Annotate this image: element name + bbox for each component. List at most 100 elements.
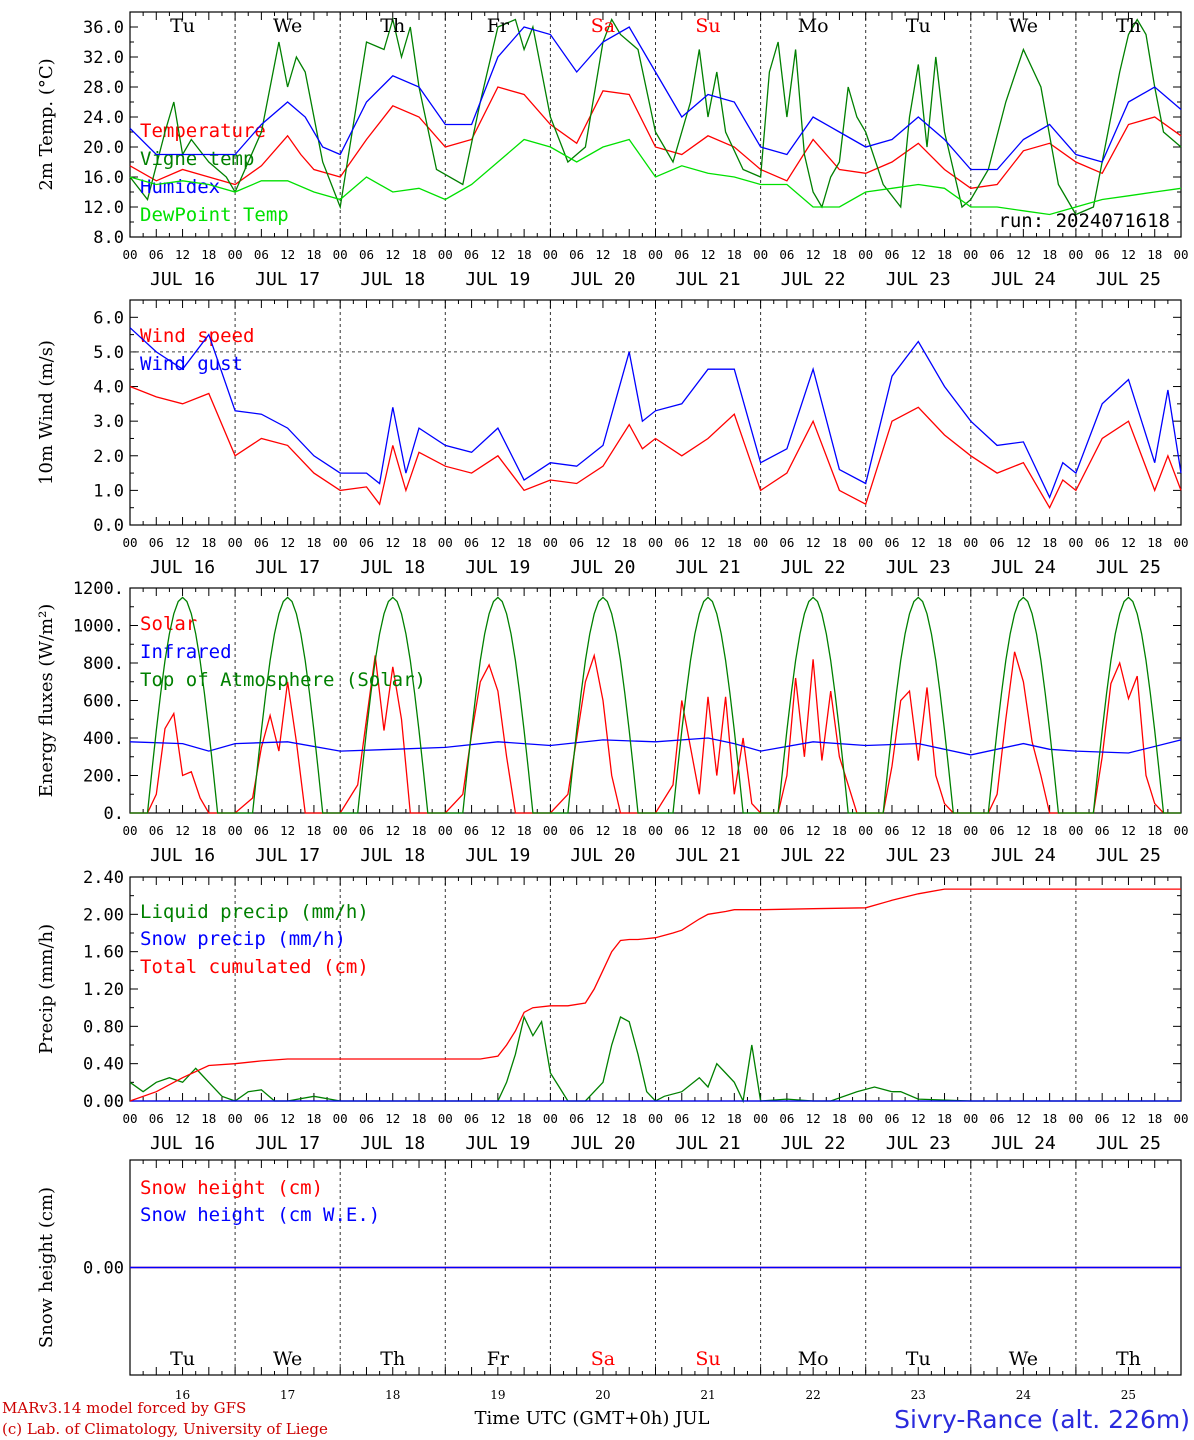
series-line-vigne-temp — [129, 16, 1182, 216]
hour-tick-label: 12 — [385, 823, 400, 838]
hour-tick-label: 18 — [201, 247, 216, 262]
weekday-label-bottom: Mo — [798, 1348, 829, 1370]
hour-tick-label: 06 — [779, 535, 794, 550]
hour-tick-label: 00 — [648, 247, 663, 262]
hour-tick-label: 06 — [990, 535, 1005, 550]
date-label: JUL 21 — [676, 557, 741, 578]
hour-tick-label: 00 — [438, 823, 453, 838]
hour-tick-label: 06 — [464, 823, 479, 838]
panel-3: 0. 200. 400. 600. 800. 1000. 1200. Energy fluxe… — [36, 579, 1189, 866]
hour-tick-label: 06 — [884, 1111, 899, 1126]
date-label: JUL 18 — [360, 845, 425, 866]
hour-tick-label: 00 — [858, 823, 873, 838]
hour-tick-label: 00 — [543, 1111, 558, 1126]
hour-tick-label: 06 — [569, 823, 584, 838]
hour-tick-label: 06 — [359, 247, 374, 262]
weekday-label-top: We — [1009, 15, 1038, 37]
hour-tick-label: 00 — [648, 1111, 663, 1126]
hour-tick-label: 18 — [1042, 247, 1057, 262]
hour-tick-label: 12 — [806, 1111, 821, 1126]
hour-tick-label: 18 — [517, 823, 532, 838]
y-tick-label: 0. — [104, 804, 124, 824]
day-number-label: 21 — [700, 1388, 715, 1402]
date-label: JUL 19 — [465, 269, 530, 290]
hour-tick-label: 18 — [1147, 247, 1162, 262]
y-tick-label: 36.0 — [83, 18, 124, 38]
copyright-credit: (c) Lab. of Climatology, University of L… — [2, 1420, 328, 1438]
hour-tick-label: 06 — [674, 247, 689, 262]
date-label: JUL 17 — [255, 1133, 320, 1154]
day-number-label: 25 — [1121, 1388, 1136, 1402]
hour-tick-label: 06 — [674, 535, 689, 550]
weekday-label-top: Fr — [487, 15, 510, 37]
hour-tick-label: 06 — [674, 823, 689, 838]
date-label: JUL 25 — [1096, 269, 1161, 290]
legend-entry: Vigne temp — [140, 148, 254, 170]
weekday-label-top: Sa — [591, 15, 615, 37]
hour-tick-label: 06 — [359, 823, 374, 838]
run-label: run: 2024071618 — [998, 210, 1170, 232]
date-label: JUL 24 — [991, 845, 1056, 866]
y-tick-label: 28.0 — [83, 78, 124, 98]
y-tick-label: 24.0 — [83, 108, 124, 128]
hour-tick-label: 06 — [1095, 535, 1110, 550]
date-label: JUL 16 — [150, 269, 215, 290]
hour-tick-label: 00 — [963, 823, 978, 838]
date-label: JUL 24 — [991, 269, 1056, 290]
day-number-label: 17 — [280, 1388, 295, 1402]
weekday-label-top: Th — [380, 15, 405, 37]
hour-tick-label: 06 — [149, 247, 164, 262]
weekday-label-top: We — [273, 15, 302, 37]
series-line-infrared — [129, 737, 1182, 756]
hour-tick-label: 18 — [411, 823, 426, 838]
weekday-label-bottom: We — [1009, 1348, 1038, 1370]
hour-tick-label: 18 — [937, 535, 952, 550]
hour-tick-label: 18 — [306, 823, 321, 838]
y-tick-label: 8.0 — [93, 228, 124, 248]
hour-tick-label: 18 — [832, 1111, 847, 1126]
hour-tick-label: 06 — [884, 823, 899, 838]
hour-tick-label: 18 — [306, 247, 321, 262]
hour-tick-label: 00 — [858, 247, 873, 262]
weekday-label-top: Th — [1116, 15, 1141, 37]
date-label: JUL 19 — [465, 1133, 530, 1154]
hour-tick-label: 12 — [701, 247, 716, 262]
hour-tick-label: 06 — [1095, 823, 1110, 838]
series-line-humidex — [129, 26, 1182, 171]
y-tick-label: 0.80 — [83, 1017, 124, 1037]
hour-tick-label: 12 — [385, 535, 400, 550]
hour-tick-label: 18 — [306, 535, 321, 550]
hour-tick-label: 18 — [1147, 1111, 1162, 1126]
y-axis-label: Snow height (cm) — [36, 1187, 57, 1348]
weekday-label-bottom: Th — [380, 1348, 405, 1370]
series-line-dewpoint-temp — [129, 138, 1182, 216]
hour-tick-label: 06 — [254, 823, 269, 838]
hour-tick-label: 18 — [622, 1111, 637, 1126]
legend-entry: Snow height (cm) — [140, 1177, 323, 1199]
hour-tick-label: 06 — [990, 1111, 1005, 1126]
date-label: JUL 17 — [255, 845, 320, 866]
hour-tick-label: 12 — [701, 823, 716, 838]
y-tick-label: 2.0 — [93, 447, 124, 467]
series-line-solar — [130, 651, 1181, 814]
legend-entry: Liquid precip (mm/h) — [140, 901, 369, 923]
hour-tick-label: 00 — [1173, 535, 1188, 550]
hour-tick-label: 12 — [385, 1111, 400, 1126]
panel-4: 0.00 0.40 0.80 1.20 1.60 2.00 2.40 Precip (mm/h… — [36, 868, 1189, 1154]
date-label: JUL 23 — [886, 557, 951, 578]
hour-tick-label: 18 — [411, 1111, 426, 1126]
hour-tick-label: 12 — [595, 535, 610, 550]
y-tick-label: 5.0 — [93, 343, 124, 363]
y-axis-label: Energy fluxes (W/m²) — [36, 604, 57, 798]
hour-tick-label: 06 — [1095, 247, 1110, 262]
y-tick-label: 0.40 — [83, 1055, 124, 1075]
hour-tick-label: 12 — [1121, 1111, 1136, 1126]
date-label: JUL 21 — [676, 269, 741, 290]
hour-tick-label: 06 — [464, 1111, 479, 1126]
date-label: JUL 25 — [1096, 845, 1161, 866]
date-label: JUL 21 — [676, 1133, 741, 1154]
hour-tick-label: 06 — [464, 247, 479, 262]
hour-tick-label: 12 — [595, 247, 610, 262]
hour-tick-label: 12 — [280, 247, 295, 262]
